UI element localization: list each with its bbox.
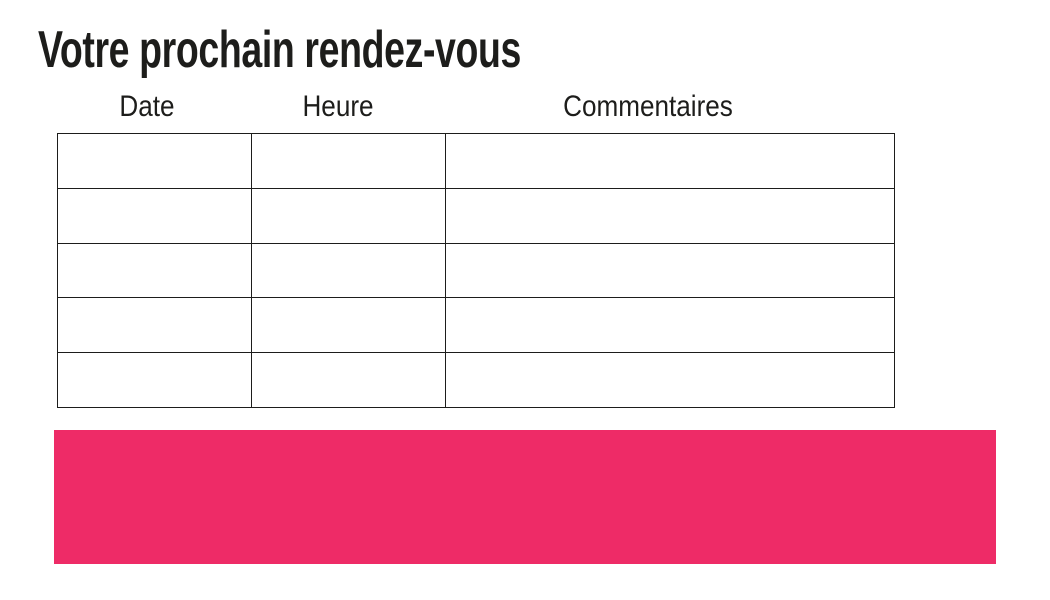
table-row — [57, 133, 895, 189]
table-cell — [445, 133, 895, 189]
table-cell — [251, 297, 446, 354]
table-cell — [445, 352, 895, 408]
appointments-table — [57, 133, 895, 408]
table-cell — [57, 187, 252, 244]
table-cell — [445, 297, 895, 354]
column-header-commentaires-label: Commentaires — [563, 90, 733, 123]
table-row — [57, 352, 895, 408]
column-header-date: Date — [115, 92, 178, 122]
column-header-commentaires: Commentaires — [550, 92, 745, 122]
column-header-heure-label: Heure — [302, 90, 374, 123]
page-title: Votre prochain rendez-vous — [38, 21, 521, 79]
table-row — [57, 297, 895, 354]
table-cell — [251, 187, 446, 244]
table-cell — [57, 352, 252, 408]
table-cell — [251, 133, 446, 189]
table-cell — [57, 242, 252, 299]
table-cell — [445, 242, 895, 299]
highlight-banner — [54, 430, 996, 564]
table-row — [57, 187, 895, 244]
table-cell — [445, 187, 895, 244]
table-row — [57, 242, 895, 299]
column-header-heure: Heure — [297, 92, 379, 122]
column-header-date-label: Date — [119, 90, 175, 123]
table-cell — [251, 352, 446, 408]
table-cell — [251, 242, 446, 299]
table-cell — [57, 297, 252, 354]
table-cell — [57, 133, 252, 189]
